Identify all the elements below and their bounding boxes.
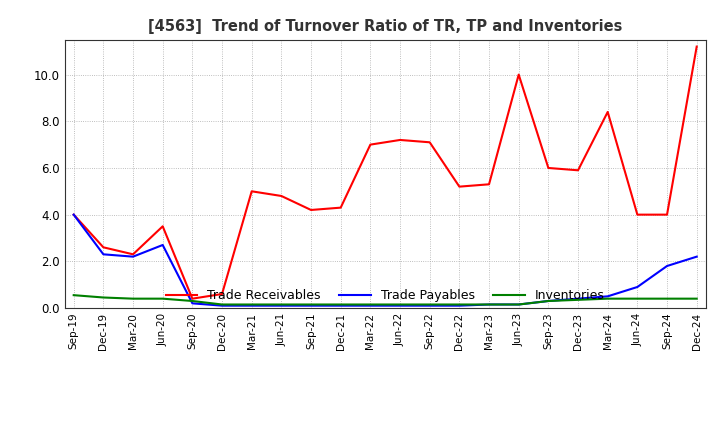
Trade Payables [336, 303, 345, 308]
Inventories [693, 296, 701, 301]
Trade Receivables [426, 139, 434, 145]
Trade Receivables [307, 207, 315, 213]
Inventories [336, 302, 345, 307]
Trade Receivables [514, 72, 523, 77]
Inventories [396, 302, 405, 307]
Trade Receivables [129, 252, 138, 257]
Inventories [188, 298, 197, 304]
Trade Payables [574, 296, 582, 301]
Title: [4563]  Trend of Turnover Ratio of TR, TP and Inventories: [4563] Trend of Turnover Ratio of TR, TP… [148, 19, 622, 34]
Trade Payables [366, 303, 374, 308]
Trade Receivables [633, 212, 642, 217]
Inventories [277, 302, 286, 307]
Trade Payables [426, 303, 434, 308]
Inventories [307, 302, 315, 307]
Inventories [129, 296, 138, 301]
Inventories [603, 296, 612, 301]
Trade Payables [277, 303, 286, 308]
Trade Payables [158, 242, 167, 248]
Trade Receivables [217, 291, 226, 297]
Trade Payables [603, 293, 612, 299]
Trade Payables [662, 264, 671, 269]
Trade Receivables [485, 182, 493, 187]
Trade Payables [99, 252, 108, 257]
Inventories [574, 297, 582, 302]
Trade Receivables [603, 109, 612, 114]
Inventories [366, 302, 374, 307]
Trade Payables [396, 303, 405, 308]
Trade Receivables [158, 224, 167, 229]
Inventories [158, 296, 167, 301]
Trade Receivables [693, 44, 701, 49]
Trade Payables [307, 303, 315, 308]
Inventories [544, 298, 553, 304]
Inventories [248, 302, 256, 307]
Trade Payables [693, 254, 701, 259]
Inventories [99, 295, 108, 300]
Inventories [455, 302, 464, 307]
Trade Receivables [277, 193, 286, 198]
Line: Trade Payables: Trade Payables [73, 215, 697, 306]
Trade Payables [217, 303, 226, 308]
Inventories [485, 302, 493, 307]
Trade Receivables [396, 137, 405, 143]
Trade Receivables [188, 296, 197, 301]
Trade Receivables [366, 142, 374, 147]
Trade Receivables [544, 165, 553, 171]
Trade Receivables [99, 245, 108, 250]
Trade Receivables [69, 212, 78, 217]
Trade Payables [129, 254, 138, 259]
Inventories [514, 302, 523, 307]
Trade Payables [455, 303, 464, 308]
Trade Payables [514, 302, 523, 307]
Trade Payables [188, 301, 197, 306]
Inventories [633, 296, 642, 301]
Trade Payables [69, 212, 78, 217]
Trade Payables [633, 284, 642, 290]
Trade Receivables [248, 189, 256, 194]
Line: Inventories: Inventories [73, 295, 697, 304]
Inventories [217, 302, 226, 307]
Line: Trade Receivables: Trade Receivables [73, 47, 697, 299]
Legend: Trade Receivables, Trade Payables, Inventories: Trade Receivables, Trade Payables, Inven… [161, 284, 610, 307]
Trade Receivables [574, 168, 582, 173]
Trade Payables [248, 303, 256, 308]
Trade Payables [544, 298, 553, 304]
Trade Receivables [455, 184, 464, 189]
Inventories [662, 296, 671, 301]
Trade Receivables [336, 205, 345, 210]
Trade Payables [485, 302, 493, 307]
Inventories [69, 293, 78, 298]
Inventories [426, 302, 434, 307]
Trade Receivables [662, 212, 671, 217]
